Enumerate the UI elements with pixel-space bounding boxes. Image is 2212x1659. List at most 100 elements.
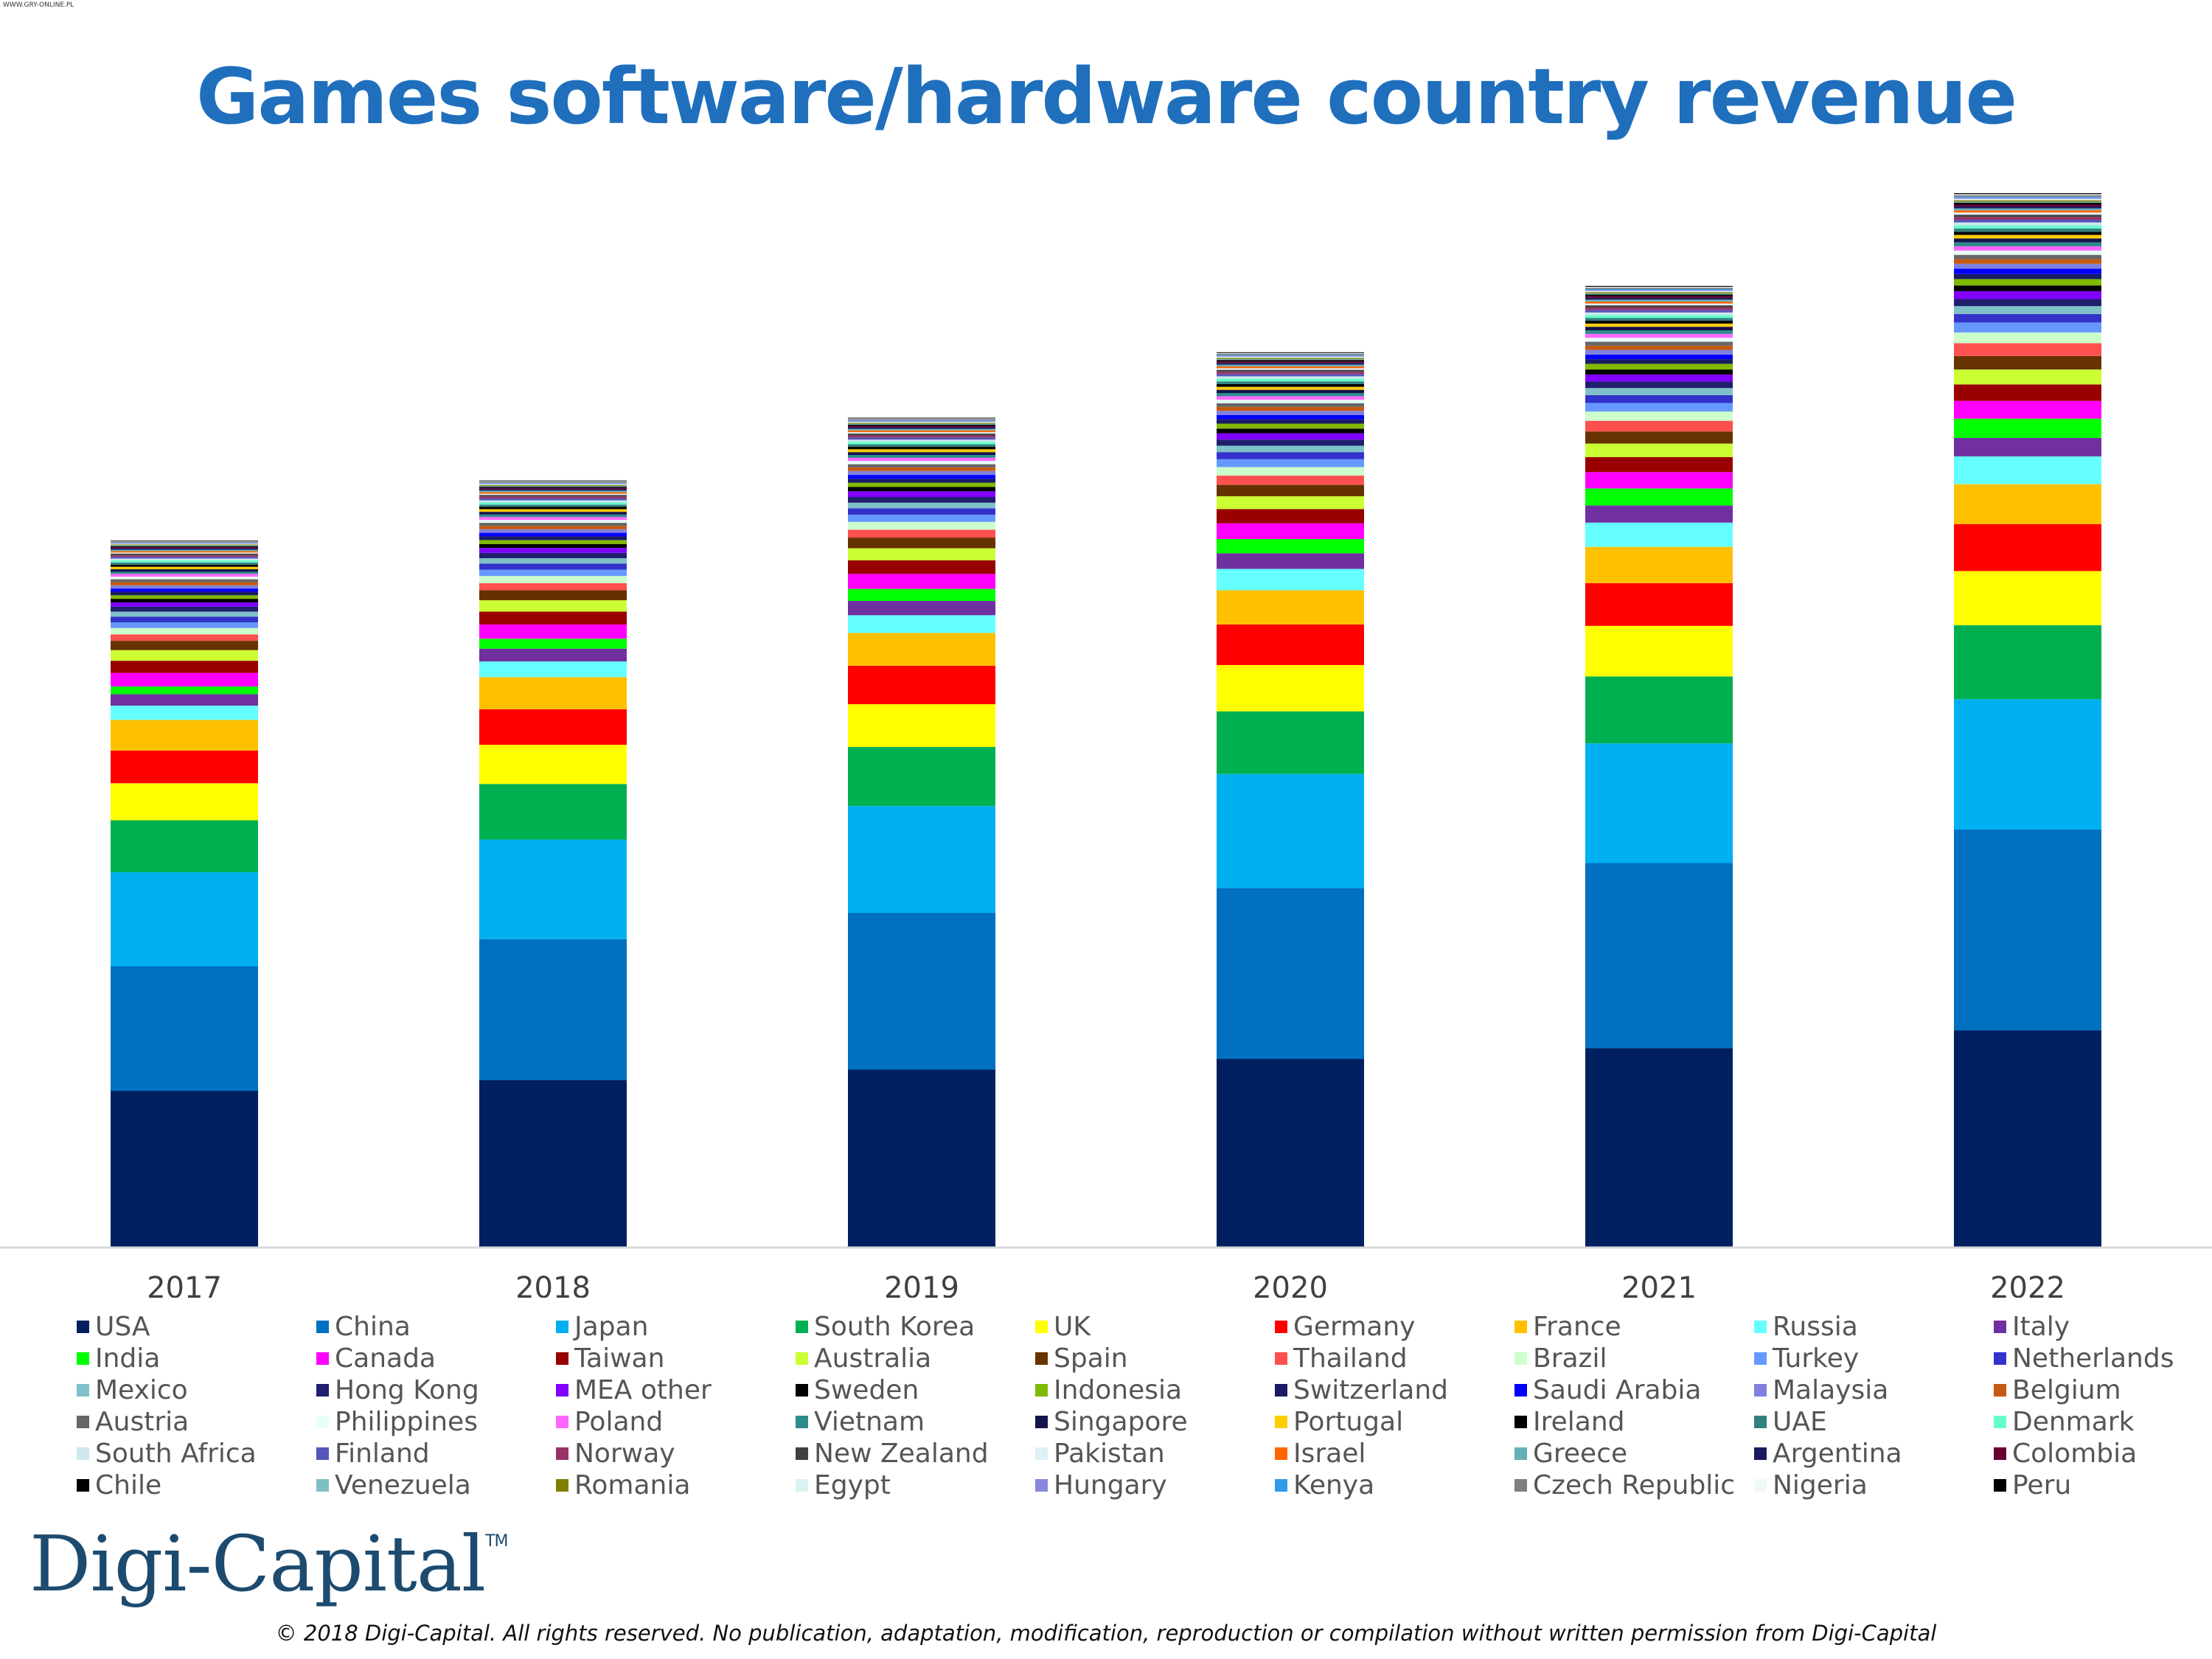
bar-segment-czech-republic-2020 bbox=[1217, 353, 1364, 355]
legend-label: South Korea bbox=[814, 1312, 975, 1342]
bar-segment-denmark-2022 bbox=[1954, 225, 2101, 229]
bar-segment-hungary-2020 bbox=[1217, 355, 1364, 357]
bar-segment-belgium-2021 bbox=[1585, 345, 1733, 350]
bar-segment-greece-2020 bbox=[1217, 364, 1364, 366]
legend-label: Argentina bbox=[1773, 1439, 1902, 1469]
bar-segment-japan-2017 bbox=[111, 872, 258, 967]
legend-label: Malaysia bbox=[1773, 1375, 1889, 1405]
bar-segment-uae-2018 bbox=[479, 504, 627, 507]
legend-swatch bbox=[1994, 1321, 2006, 1333]
bar-segment-mexico-2021 bbox=[1585, 388, 1733, 395]
legend-item-malaysia: Malaysia bbox=[1754, 1374, 1994, 1406]
bar-segment-colombia-2018 bbox=[479, 487, 627, 490]
bar-segment-nigeria-2017 bbox=[111, 540, 258, 542]
bar-segment-chile-2021 bbox=[1585, 294, 1733, 296]
legend-swatch bbox=[1994, 1479, 2006, 1492]
legend-swatch bbox=[1994, 1352, 2006, 1365]
legend-item-china: China bbox=[316, 1311, 556, 1343]
bar-segment-germany-2022 bbox=[1954, 524, 2101, 571]
bar-segment-france-2019 bbox=[848, 633, 995, 666]
bar-segment-venezuela-2019 bbox=[848, 423, 995, 425]
bar-segment-italy-2022 bbox=[1954, 437, 2101, 456]
legend-item-vietnam: Vietnam bbox=[796, 1406, 1035, 1438]
legend-label: New Zealand bbox=[814, 1439, 989, 1469]
bar-segment-china-2022 bbox=[1954, 830, 2101, 1031]
bar-segment-ireland-2019 bbox=[848, 446, 995, 450]
bar-segment-spain-2022 bbox=[1954, 355, 2101, 370]
bar-segment-portugal-2018 bbox=[479, 509, 627, 512]
bar-segment-poland-2018 bbox=[479, 517, 627, 521]
bar-segment-usa-2022 bbox=[1954, 1030, 2101, 1248]
legend-swatch bbox=[77, 1416, 89, 1428]
bar-segment-belgium-2022 bbox=[1954, 259, 2101, 264]
legend-label: Mexico bbox=[95, 1375, 188, 1405]
bar-segment-ireland-2018 bbox=[479, 507, 627, 509]
bar-segment-philippines-2021 bbox=[1585, 338, 1733, 342]
bar-segment-canada-2019 bbox=[848, 574, 995, 589]
bar-segment-kenya-2019 bbox=[848, 420, 995, 421]
legend-label: Singapore bbox=[1054, 1407, 1188, 1437]
legend-item-brazil: Brazil bbox=[1514, 1343, 1754, 1374]
bar-segment-japan-2022 bbox=[1954, 699, 2101, 830]
legend-label: Vietnam bbox=[814, 1407, 925, 1437]
legend-label: Belgium bbox=[2012, 1375, 2121, 1405]
legend-item-norway: Norway bbox=[556, 1438, 796, 1470]
legend-item-uk: UK bbox=[1035, 1311, 1275, 1343]
bar-segment-austria-2019 bbox=[848, 464, 995, 467]
bar-segment-portugal-2022 bbox=[1954, 234, 2101, 239]
bar-segment-switzerland-2022 bbox=[1954, 274, 2101, 279]
legend-item-netherlands: Netherlands bbox=[1994, 1343, 2212, 1374]
legend-label: Canada bbox=[335, 1343, 436, 1374]
bar-segment-new-zealand-2021 bbox=[1585, 305, 1733, 308]
bar-segment-brazil-2021 bbox=[1585, 411, 1733, 421]
bar-segment-taiwan-2020 bbox=[1217, 509, 1364, 524]
bar-segment-indonesia-2018 bbox=[479, 540, 627, 544]
bar-segment-uk-2020 bbox=[1217, 664, 1364, 712]
legend-swatch bbox=[796, 1479, 808, 1492]
bar-segment-usa-2020 bbox=[1217, 1059, 1364, 1248]
bar-segment-sweden-2018 bbox=[479, 543, 627, 549]
legend-swatch bbox=[1754, 1479, 1767, 1492]
bar-segment-sweden-2022 bbox=[1954, 285, 2101, 291]
bar-segment-usa-2018 bbox=[479, 1080, 627, 1248]
bar-segment-venezuela-2021 bbox=[1585, 293, 1733, 295]
bar-segment-spain-2018 bbox=[479, 590, 627, 601]
legend-label: Romania bbox=[574, 1470, 691, 1500]
bar-segment-romania-2017 bbox=[111, 544, 258, 546]
bar-segment-india-2019 bbox=[848, 588, 995, 602]
legend-label: Philippines bbox=[335, 1407, 478, 1437]
bar-segment-thailand-2020 bbox=[1217, 476, 1364, 485]
bar-segment-portugal-2020 bbox=[1217, 386, 1364, 390]
legend-item-romania: Romania bbox=[556, 1470, 796, 1501]
legend-swatch bbox=[316, 1416, 329, 1428]
bar-segment-hungary-2018 bbox=[479, 483, 627, 484]
bar-segment-spain-2020 bbox=[1217, 484, 1364, 497]
bar-segment-belgium-2017 bbox=[111, 582, 258, 585]
bar-segment-israel-2019 bbox=[848, 430, 995, 433]
bar-segment-austria-2021 bbox=[1585, 341, 1733, 346]
legend-swatch bbox=[77, 1479, 89, 1492]
bar-segment-japan-2021 bbox=[1585, 743, 1733, 863]
bar-segment-malaysia-2022 bbox=[1954, 263, 2101, 269]
bar-segment-uae-2019 bbox=[848, 444, 995, 447]
bar-segment-egypt-2017 bbox=[111, 543, 258, 545]
bar-segment-argentina-2021 bbox=[1585, 297, 1733, 300]
bar-segment-china-2017 bbox=[111, 966, 258, 1091]
bar-segment-indonesia-2021 bbox=[1585, 364, 1733, 370]
bar-segment-mexico-2020 bbox=[1217, 445, 1364, 453]
bar-segment-singapore-2020 bbox=[1217, 389, 1364, 394]
x-tick-label-2022: 2022 bbox=[1990, 1271, 2065, 1298]
bar-segment-mea-other-2021 bbox=[1585, 374, 1733, 382]
bar-segment-peru-2021 bbox=[1585, 285, 1733, 288]
bar-segment-pakistan-2021 bbox=[1585, 303, 1733, 306]
bar-segment-finland-2019 bbox=[848, 437, 995, 440]
bar-segment-netherlands-2022 bbox=[1954, 313, 2101, 323]
legend-label: Greece bbox=[1533, 1439, 1628, 1469]
bar-segment-indonesia-2019 bbox=[848, 482, 995, 487]
bar-segment-uk-2017 bbox=[111, 783, 258, 821]
digi-capital-logo: Digi-CapitalTM bbox=[29, 1519, 509, 1609]
bar-segment-romania-2019 bbox=[848, 422, 995, 424]
legend-label: Taiwan bbox=[574, 1343, 665, 1374]
bar-segment-venezuela-2018 bbox=[479, 486, 627, 487]
bar-segment-kenya-2018 bbox=[479, 482, 627, 484]
